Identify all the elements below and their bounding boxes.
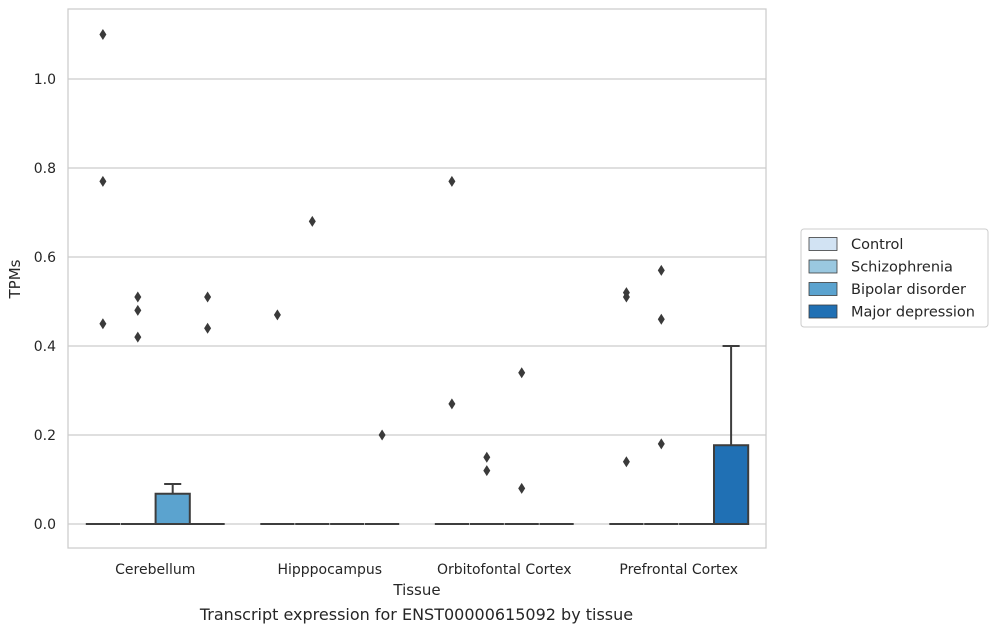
box-body	[154, 492, 191, 525]
x-axis-ticks: Cerebellum Hipppocampus Orbitofontal Corte…	[115, 562, 738, 578]
outlier-points	[99, 29, 665, 494]
outlier-marker	[622, 291, 630, 303]
y-tick-label: 0.0	[34, 517, 56, 533]
legend-label: Major depression	[851, 305, 975, 321]
outlier-marker	[308, 215, 316, 227]
legend-label: Control	[851, 237, 903, 253]
outlier-marker	[448, 175, 456, 187]
plot-frame	[67, 8, 767, 549]
outlier-marker	[518, 367, 526, 379]
outlier-marker	[518, 482, 526, 494]
box-0-2	[154, 482, 191, 525]
outlier-marker	[657, 438, 665, 450]
plot-area	[68, 9, 766, 548]
box-body	[712, 444, 750, 525]
outlier-marker	[378, 429, 386, 441]
y-tick-label: 0.6	[34, 250, 56, 266]
outlier-marker	[134, 331, 142, 343]
outlier-marker	[448, 398, 456, 410]
outlier-marker	[483, 451, 491, 463]
box-3-3	[712, 345, 750, 525]
outlier-marker	[99, 175, 107, 187]
outlier-marker	[657, 264, 665, 276]
outlier-marker	[273, 309, 281, 321]
legend: Control Schizophrenia Bipolar disorder Majo…	[800, 228, 989, 328]
outlier-marker	[134, 304, 142, 316]
chart-caption: Transcript expression for ENST0000061509…	[199, 605, 634, 624]
x-axis-label: Tissue	[392, 581, 440, 599]
boxes	[85, 345, 750, 525]
legend-label: Schizophrenia	[851, 260, 953, 276]
outlier-marker	[99, 318, 107, 330]
y-axis-ticks: 0.0 0.2 0.4 0.6 0.8 1.0	[34, 72, 56, 533]
x-tick-label: Hipppocampus	[277, 562, 382, 578]
x-tick-label: Cerebellum	[115, 562, 195, 578]
legend-swatch	[808, 259, 838, 274]
x-tick-label: Prefrontal Cortex	[619, 562, 738, 578]
legend-swatch	[808, 237, 838, 251]
legend-swatch	[808, 282, 838, 296]
y-tick-label: 0.2	[34, 428, 56, 444]
y-tick-label: 1.0	[34, 72, 56, 88]
outlier-marker	[657, 313, 665, 325]
outlier-marker	[204, 291, 212, 303]
outlier-marker	[622, 456, 630, 468]
x-tick-label: Orbitofontal Cortex	[437, 562, 572, 578]
outlier-marker	[99, 29, 107, 40]
outlier-marker	[134, 291, 142, 303]
outlier-marker	[204, 322, 212, 334]
y-tick-label: 0.8	[34, 161, 56, 177]
legend-label: Bipolar disorder	[851, 282, 966, 298]
y-tick-label: 0.4	[34, 339, 56, 355]
legend-swatch	[808, 304, 838, 319]
outlier-marker	[483, 465, 491, 477]
legend-frame	[800, 228, 989, 328]
y-axis-label: TPMs	[6, 259, 24, 299]
